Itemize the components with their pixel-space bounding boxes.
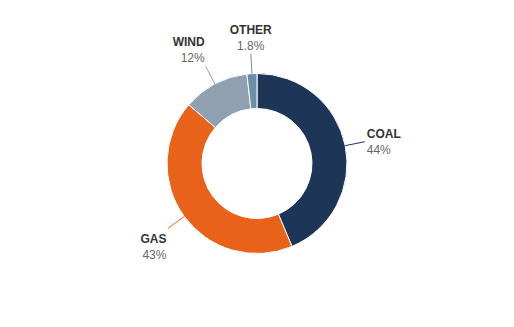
svg-text:OTHER: OTHER xyxy=(230,23,272,37)
svg-text:GAS: GAS xyxy=(140,232,166,246)
svg-text:1.8%: 1.8% xyxy=(237,39,265,53)
svg-text:43%: 43% xyxy=(142,248,166,262)
svg-text:12%: 12% xyxy=(181,51,205,65)
svg-text:WIND: WIND xyxy=(173,35,205,49)
svg-text:COAL: COAL xyxy=(367,127,401,141)
svg-text:44%: 44% xyxy=(367,143,391,157)
